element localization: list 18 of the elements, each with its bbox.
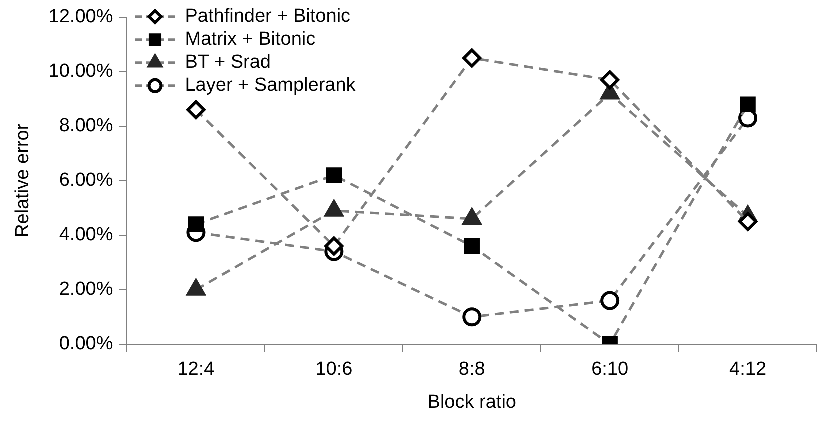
x-tick-label: 8:8 [458,359,486,380]
y-tick-label: 12.00% [48,6,114,28]
y-tick-label: 4.00% [59,224,114,246]
x-tick-label: 12:4 [178,359,216,380]
legend-label: Pathfinder + Bitonic [185,6,351,28]
y-tick-label: 10.00% [48,61,114,82]
y-tick-label: 6.00% [59,170,114,192]
legend-label: Matrix + Bitonic [185,29,316,50]
y-tick-label: 2.00% [59,279,114,300]
y-tick-label: 0.00% [59,334,114,355]
x-tick-label: 4:12 [730,359,767,380]
legend-label: BT + Srad [185,52,271,74]
x-tick-label: 10:6 [316,359,353,380]
y-tick-label: 8.00% [59,116,114,137]
x-axis-title: Block ratio [428,392,516,413]
y-axis-title: Relative error [12,123,34,238]
legend-label: Layer + Samplerank [185,75,356,96]
x-tick-label: 6:10 [592,359,629,380]
